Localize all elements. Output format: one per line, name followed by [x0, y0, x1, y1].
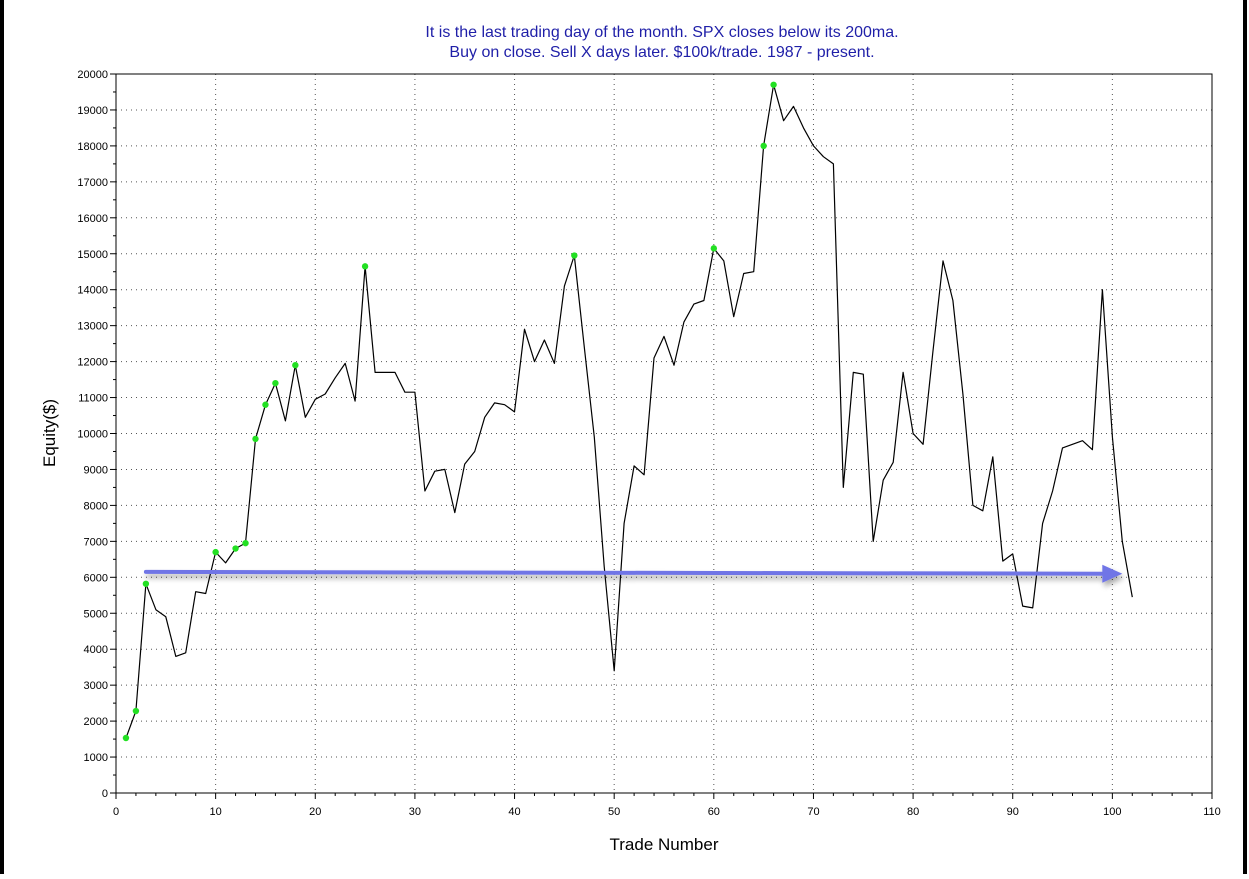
arrow-shaft: [143, 569, 1109, 576]
x-tick-label: 40: [508, 806, 520, 818]
y-tick-label: 5000: [84, 608, 108, 620]
new-high-marker: [272, 379, 279, 387]
y-tick-label: 6000: [84, 572, 108, 584]
x-tick-label: 10: [210, 806, 222, 818]
axes: [115, 73, 1213, 794]
x-tick-label: 0: [113, 806, 119, 818]
chart-title-line-1: It is the last trading day of the month.…: [425, 24, 898, 41]
new-high-marker: [132, 707, 140, 715]
x-tick-label: 100: [1103, 806, 1121, 818]
new-high-marker: [242, 539, 249, 547]
y-tick-label: 17000: [77, 177, 108, 189]
y-tick-label: 11000: [78, 393, 108, 405]
y-tick-label: 15000: [77, 249, 108, 261]
y-tick-label: 3000: [84, 680, 108, 692]
equity-line: [125, 84, 1133, 739]
arrow-annotation: [143, 564, 1123, 583]
x-axis-label: Trade Number: [610, 835, 719, 854]
y-tick-label: 20000: [77, 69, 108, 81]
x-tick-label: 60: [708, 806, 720, 818]
new-high-marker: [571, 252, 578, 259]
new-high-marker: [262, 401, 269, 408]
y-tick-label: 16000: [77, 213, 108, 225]
new-high-marker: [252, 435, 259, 443]
y-tick-label: 18000: [77, 141, 108, 153]
arrow: [143, 564, 1123, 583]
new-high-marker: [292, 361, 299, 369]
y-axis-ticks: 0 1000 2000 3000 4000 5000 6000 7000 8000 9000 100…: [77, 69, 116, 800]
y-tick-label: 4000: [84, 644, 108, 656]
y-axis-label: Equity($): [40, 399, 59, 467]
y-tick-label: 7000: [84, 536, 108, 548]
x-tick-label: 80: [907, 806, 919, 818]
x-tick-label: 20: [309, 806, 321, 818]
x-axis-ticks: 0 10 20 30 40 50 60 70 80 90 100 110: [113, 793, 1221, 818]
chart-title-line-2: Buy on close. Sell X days later. $100k/t…: [449, 44, 874, 61]
equity-series: [125, 84, 1133, 739]
y-tick-label: 12000: [77, 357, 108, 369]
new-high-marker: [232, 545, 239, 552]
y-tick-label: 2000: [84, 716, 108, 728]
x-tick-label: 70: [807, 806, 819, 818]
new-high-marker: [142, 580, 150, 587]
new-high-marker: [760, 142, 767, 150]
new-high-markers: [122, 81, 777, 742]
new-high-marker: [770, 81, 777, 88]
x-tick-label: 30: [409, 806, 421, 818]
arrow-head: [1102, 564, 1123, 583]
new-high-marker: [122, 734, 130, 742]
y-tick-label: 13000: [77, 321, 108, 333]
x-tick-label: 110: [1203, 806, 1221, 818]
y-tick-label: 10000: [77, 429, 108, 441]
y-tick-label: 0: [102, 788, 108, 800]
plot-frame: [115, 73, 1213, 794]
y-tick-label: 9000: [84, 464, 108, 476]
x-tick-label: 50: [608, 806, 620, 818]
new-high-marker: [361, 263, 369, 270]
y-tick-label: 14000: [77, 285, 108, 297]
y-tick-label: 8000: [84, 500, 108, 512]
grid-lines: [116, 74, 1212, 793]
x-tick-label: 90: [1007, 806, 1019, 818]
y-tick-label: 19000: [77, 105, 108, 117]
new-high-marker: [212, 548, 219, 556]
new-high-marker: [710, 245, 718, 252]
y-tick-label: 1000: [84, 752, 108, 764]
